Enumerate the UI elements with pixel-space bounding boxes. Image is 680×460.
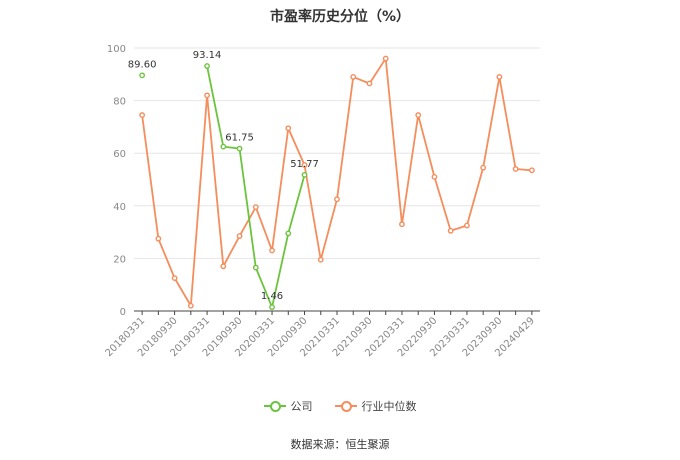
point-industry-median bbox=[269, 247, 275, 254]
point-company bbox=[139, 72, 146, 79]
data-label-layer: 89.60 93.14 61.75 1.46 51.77 bbox=[128, 50, 319, 302]
chart-canvas: 0204060801002018033120180930201903312019… bbox=[103, 44, 540, 359]
point-industry-median bbox=[220, 263, 227, 270]
legend-item-industry-median[interactable]: 行业中位数 bbox=[334, 398, 417, 414]
legend-swatch-industry-median bbox=[334, 400, 357, 412]
y-tick-label: 0 bbox=[120, 307, 126, 318]
point-company bbox=[220, 143, 227, 150]
point-company bbox=[285, 230, 292, 237]
y-tick-label: 60 bbox=[113, 149, 126, 160]
data-label: 93.14 bbox=[193, 50, 222, 61]
point-industry-median bbox=[528, 167, 535, 174]
legend-label-industry-median: 行业中位数 bbox=[361, 400, 417, 413]
source-note: 数据来源：恒生聚源 bbox=[290, 438, 390, 451]
point-industry-median bbox=[317, 256, 324, 263]
point-company bbox=[204, 63, 210, 69]
point-industry-median bbox=[382, 55, 389, 62]
data-label: 61.75 bbox=[225, 133, 254, 144]
point-industry-median bbox=[236, 233, 243, 239]
point-industry-median bbox=[431, 173, 438, 180]
point-industry-median bbox=[204, 92, 210, 99]
point-industry-median bbox=[512, 166, 519, 172]
point-industry-median bbox=[447, 227, 454, 234]
y-tick-label: 80 bbox=[113, 97, 126, 108]
data-label: 51.77 bbox=[290, 159, 319, 170]
chart-title: 市盈率历史分位（%） bbox=[269, 9, 411, 25]
point-industry-median bbox=[496, 74, 503, 80]
series-line-industry-median bbox=[141, 57, 532, 307]
legend: 公司 行业中位数 bbox=[0, 398, 680, 414]
point-industry-median bbox=[139, 112, 146, 118]
grid-layer bbox=[134, 47, 540, 259]
y-tick-label: 40 bbox=[113, 202, 126, 213]
point-company bbox=[236, 145, 243, 152]
point-industry-median bbox=[301, 162, 308, 168]
point-company bbox=[301, 171, 308, 178]
point-industry-median bbox=[285, 125, 292, 132]
point-industry-median bbox=[415, 112, 422, 118]
point-industry-median bbox=[464, 222, 470, 229]
point-company bbox=[269, 304, 275, 311]
point-industry-median bbox=[155, 235, 162, 242]
legend-swatch-company bbox=[263, 400, 286, 412]
y-tick-label: 100 bbox=[107, 44, 126, 55]
y-tick-label: 20 bbox=[113, 254, 126, 265]
point-industry-median bbox=[480, 164, 487, 171]
data-label: 89.60 bbox=[128, 59, 157, 70]
point-industry-median bbox=[252, 204, 259, 211]
point-industry-median bbox=[334, 196, 340, 203]
legend-label-company: 公司 bbox=[290, 400, 313, 413]
data-label: 1.46 bbox=[261, 291, 283, 302]
point-industry-median bbox=[350, 74, 357, 80]
series-layer bbox=[139, 55, 535, 311]
point-industry-median bbox=[171, 275, 178, 282]
point-company bbox=[252, 264, 259, 271]
point-industry-median bbox=[399, 221, 405, 228]
legend-item-company[interactable]: 公司 bbox=[263, 398, 313, 414]
point-industry-median bbox=[366, 80, 373, 87]
point-industry-median bbox=[187, 302, 194, 309]
series-line-company bbox=[206, 65, 306, 309]
